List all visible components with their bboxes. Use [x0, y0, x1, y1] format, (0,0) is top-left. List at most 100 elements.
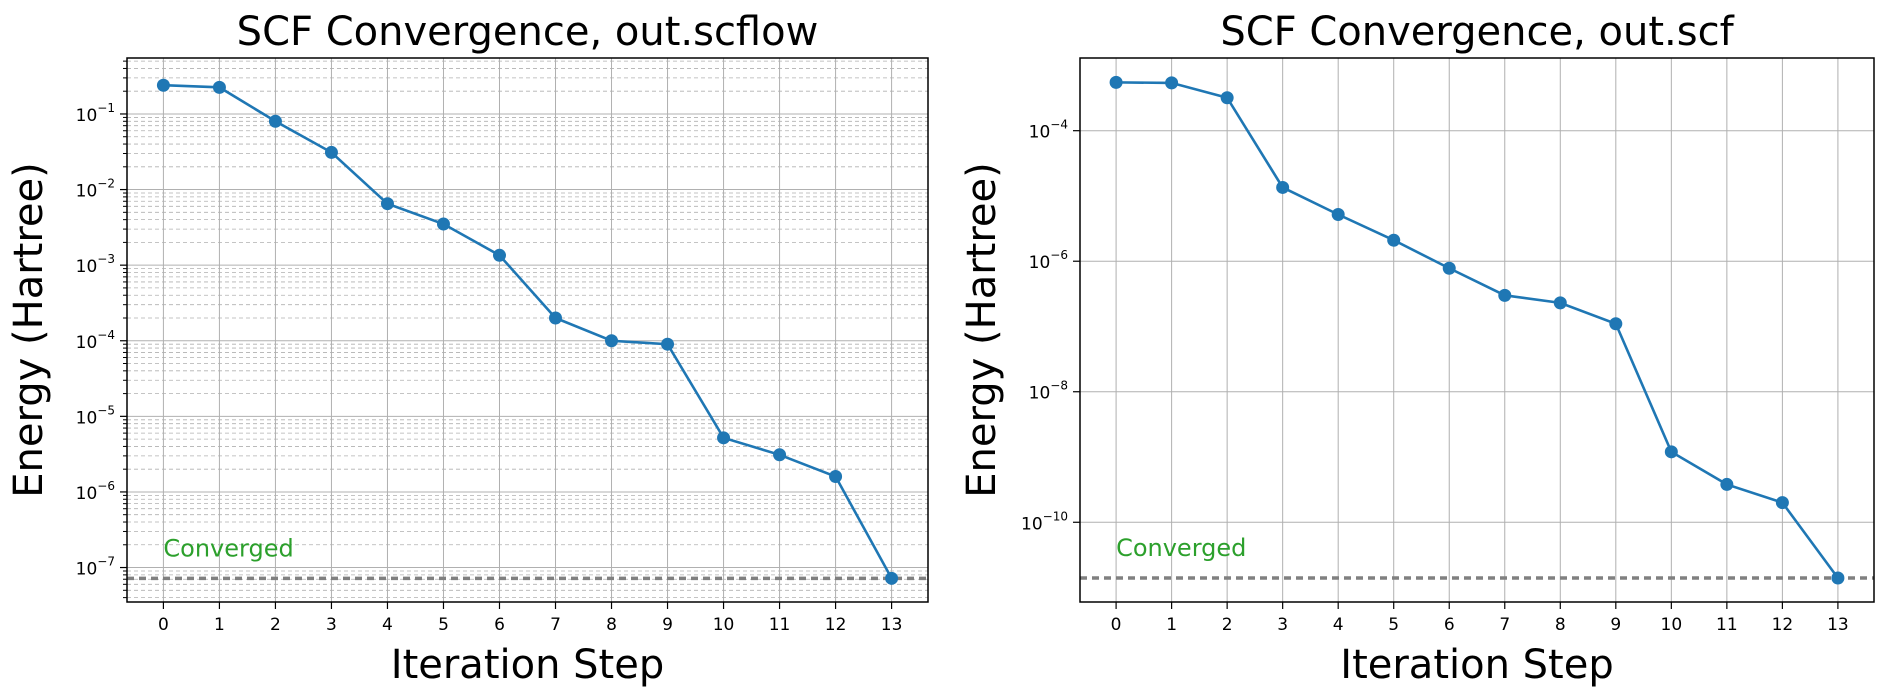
data-point — [380, 197, 394, 211]
series-line — [1116, 81, 1839, 579]
converged-annotation: Converged — [163, 534, 293, 562]
y-tick-exponent: −7 — [97, 555, 115, 569]
x-tick-label: 9 — [1610, 615, 1621, 635]
x-tick-label: 6 — [494, 615, 505, 635]
converged-annotation: Converged — [1116, 534, 1246, 562]
y-tick-base: 10 — [76, 257, 98, 277]
data-point — [212, 80, 226, 94]
data-point — [1664, 445, 1678, 459]
data-point — [1276, 180, 1290, 194]
y-tick-label: 10−4 — [1029, 118, 1068, 143]
x-tick-label: 12 — [825, 615, 847, 635]
y-tick-base: 10 — [76, 560, 98, 580]
y-axis-label: Energy (Hartree) — [959, 162, 1005, 497]
data-point — [436, 217, 450, 231]
y-tick-base: 10 — [1021, 514, 1043, 534]
y-tick-label: 10−10 — [1021, 509, 1068, 534]
x-tick-label: 8 — [606, 615, 617, 635]
y-tick-exponent: −4 — [1050, 118, 1068, 132]
y-tick-label: 10−7 — [76, 555, 115, 580]
x-tick-label: 0 — [158, 615, 169, 635]
x-tick-label: 1 — [214, 615, 225, 635]
chart-left: 10−710−610−510−410−310−210−10 1 2 3 4 5 6 7 8 9 10… — [6, 9, 929, 688]
y-tick-exponent: −3 — [97, 252, 115, 266]
data-point — [1498, 288, 1512, 302]
data-point — [1442, 261, 1456, 275]
data-point — [1609, 317, 1623, 331]
y-tick-base: 10 — [76, 182, 98, 202]
y-tick-exponent: −10 — [1043, 509, 1068, 523]
y-tick-label: 10−6 — [76, 479, 115, 504]
y-tick-base: 10 — [76, 333, 98, 353]
data-point — [1775, 496, 1789, 510]
data-point — [661, 337, 675, 351]
y-tick-base: 10 — [76, 484, 98, 504]
x-tick-label: 11 — [1716, 615, 1738, 635]
x-tick-label: 2 — [1222, 615, 1233, 635]
y-tick-label: 10−2 — [76, 177, 115, 202]
x-axis-label: Iteration Step — [1340, 642, 1613, 688]
x-tick-label: 8 — [1555, 615, 1566, 635]
y-tick-exponent: −6 — [1050, 248, 1068, 262]
data-point — [324, 145, 338, 159]
data-point — [1331, 207, 1345, 221]
x-tick-label: 0 — [1111, 615, 1122, 635]
y-tick-label: 10−3 — [76, 252, 115, 277]
data-point — [1165, 76, 1179, 90]
y-tick-label: 10−5 — [76, 403, 115, 428]
data-point — [268, 114, 282, 128]
axes-frame — [1079, 57, 1875, 603]
y-tick-exponent: −2 — [97, 177, 115, 191]
y-tick-label: 10−1 — [76, 101, 115, 126]
y-tick-base: 10 — [1029, 253, 1051, 273]
x-tick-label: 7 — [1499, 615, 1510, 635]
y-tick-label: 10−4 — [76, 328, 115, 353]
x-tick-label: 4 — [382, 615, 393, 635]
series-line — [163, 83, 893, 579]
data-point — [549, 311, 563, 325]
data-point — [1553, 296, 1567, 310]
data-point — [1720, 477, 1734, 491]
x-tick-label: 9 — [662, 615, 673, 635]
data-point — [1109, 75, 1123, 89]
x-tick-label: 13 — [1827, 615, 1849, 635]
x-tick-label: 5 — [438, 615, 449, 635]
y-tick-exponent: −8 — [1050, 379, 1068, 393]
y-tick-label: 10−6 — [1029, 248, 1068, 273]
x-tick-label: 10 — [713, 615, 735, 635]
x-tick-label: 11 — [769, 615, 791, 635]
x-tick-label: 13 — [881, 615, 903, 635]
y-tick-exponent: −5 — [97, 403, 115, 417]
data-point — [1387, 233, 1401, 247]
y-tick-exponent: −1 — [97, 101, 115, 115]
y-tick-base: 10 — [76, 408, 98, 428]
x-tick-label: 2 — [270, 615, 281, 635]
y-tick-base: 10 — [1029, 384, 1051, 404]
y-tick-label: 10−8 — [1029, 379, 1068, 404]
x-tick-label: 3 — [326, 615, 337, 635]
y-tick-exponent: −4 — [97, 328, 115, 342]
x-tick-label: 1 — [1166, 615, 1177, 635]
data-point — [885, 571, 899, 585]
data-point — [829, 470, 843, 484]
data-point — [717, 431, 731, 445]
x-tick-label: 7 — [550, 615, 561, 635]
x-tick-label: 12 — [1772, 615, 1794, 635]
x-tick-label: 5 — [1388, 615, 1399, 635]
data-point — [773, 448, 787, 462]
x-tick-label: 10 — [1661, 615, 1683, 635]
y-tick-base: 10 — [1029, 123, 1051, 143]
data-point — [1831, 571, 1845, 585]
axes-frame — [126, 57, 929, 603]
x-axis-label: Iteration Step — [391, 642, 664, 688]
y-axis-label: Energy (Hartree) — [6, 162, 52, 497]
x-tick-label: 3 — [1277, 615, 1288, 635]
y-tick-base: 10 — [76, 106, 98, 126]
chart-title: SCF Convergence, out.scf — [1220, 9, 1734, 55]
y-tick-exponent: −6 — [97, 479, 115, 493]
x-tick-label: 4 — [1333, 615, 1344, 635]
chart-title: SCF Convergence, out.scflow — [237, 9, 819, 55]
x-tick-label: 6 — [1444, 615, 1455, 635]
